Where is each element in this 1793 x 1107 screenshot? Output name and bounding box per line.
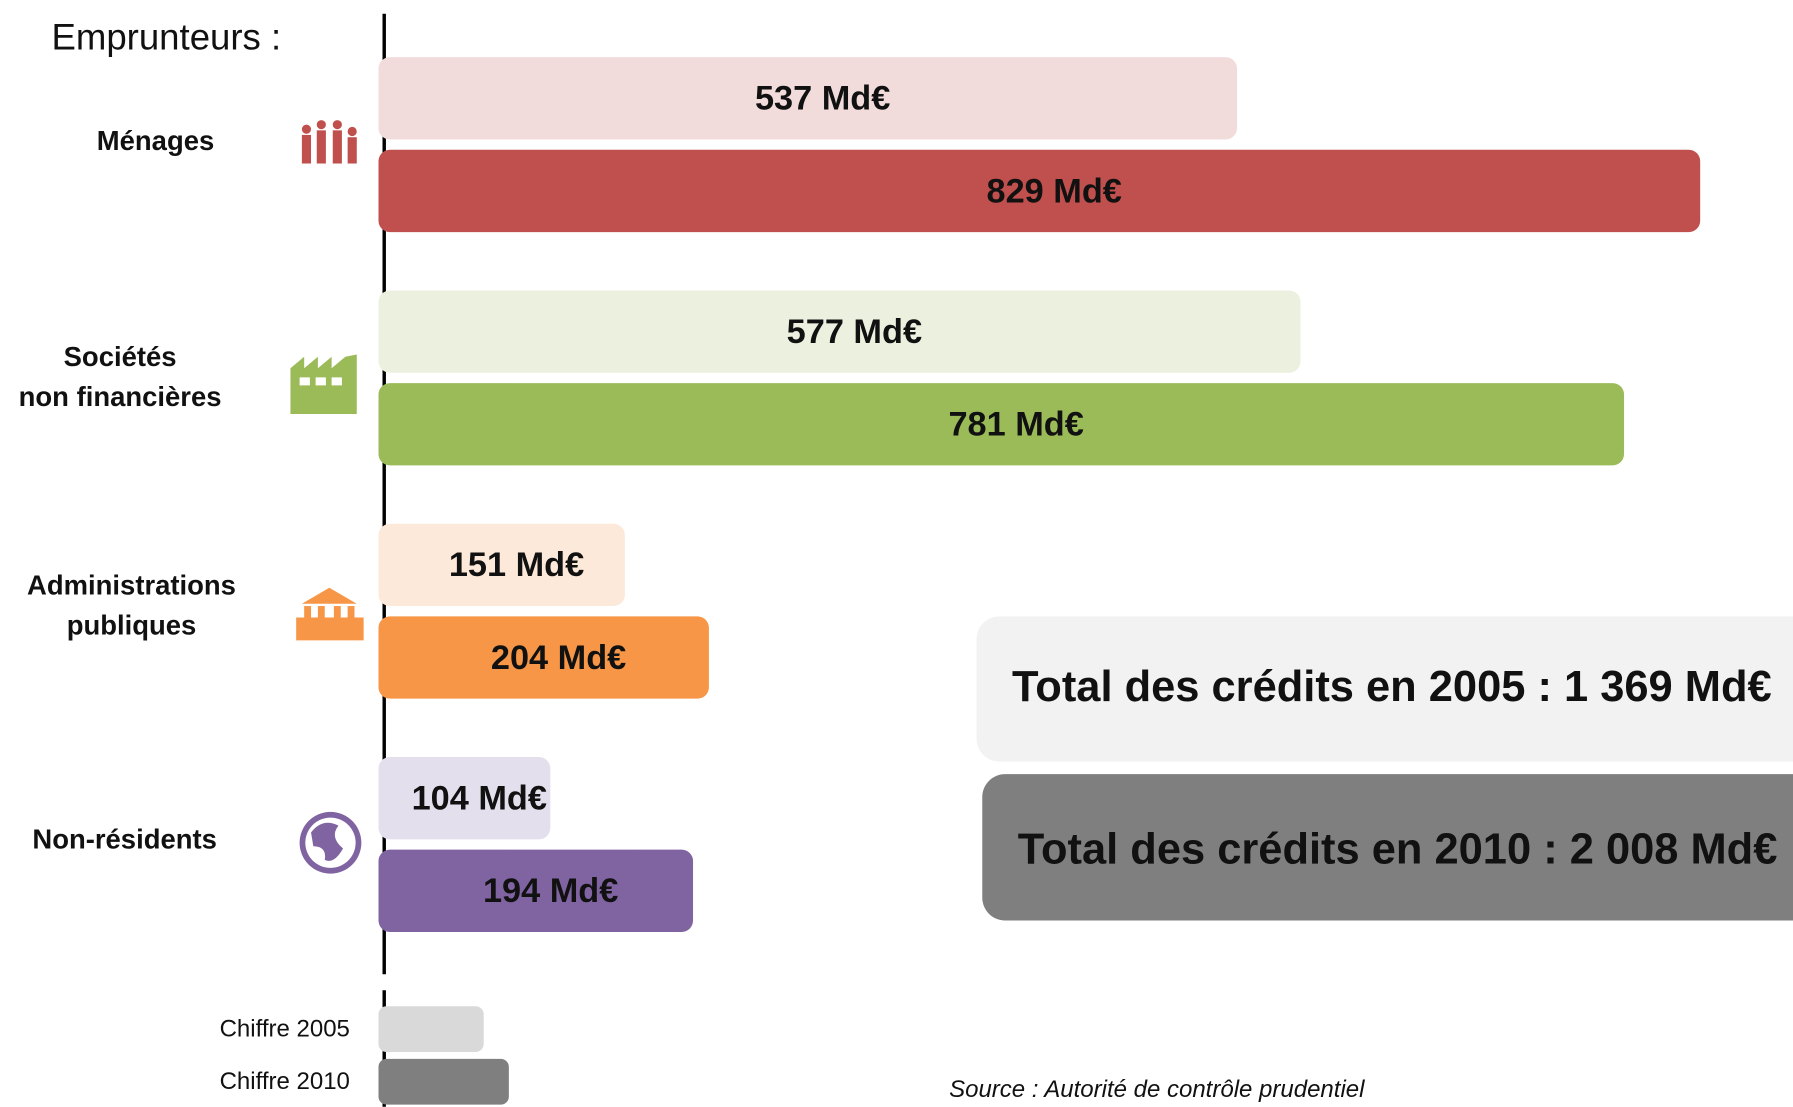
bar [378, 383, 1625, 466]
total-box-2010 [982, 774, 1793, 921]
bar [378, 149, 1701, 233]
icon-globe [299, 811, 362, 874]
category-label: Sociétés non financières [18, 341, 222, 413]
bar [378, 57, 1238, 140]
legend-swatch [378, 1058, 509, 1105]
legend-label: Chiffre 2005 [220, 1016, 350, 1043]
bar [378, 849, 694, 932]
bar [378, 756, 551, 840]
total-box-2005 [976, 616, 1793, 762]
icon-building [296, 587, 364, 641]
category-label: Ménages [96, 125, 215, 157]
bar [378, 290, 1301, 373]
header: Emprunteurs : [51, 17, 281, 58]
category-label: Administrations publiques [27, 570, 236, 642]
icon-factory [290, 354, 357, 414]
annotation: Total des crédits en 2005 : 1 369 Md€ [1012, 663, 1772, 711]
value-label: 829 Md€ [987, 172, 1122, 210]
legend-label: Chiffre 2010 [220, 1068, 350, 1095]
icon-family [301, 120, 357, 164]
source: Source : Autorité de contrôle prudentiel [949, 1076, 1365, 1103]
value-label: 151 Md€ [449, 546, 584, 584]
legend-swatch [378, 1006, 484, 1053]
value-label: 781 Md€ [948, 406, 1083, 444]
bar [378, 523, 625, 607]
value-label: 204 Md€ [491, 639, 626, 677]
bar [378, 616, 709, 699]
category-label: Non-résidents [32, 823, 217, 855]
value-label: 537 Md€ [755, 80, 890, 118]
value-label: 577 Md€ [787, 313, 922, 351]
annotation: Total des crédits en 2010 : 2 008 Md€ [1018, 825, 1778, 873]
value-label: 194 Md€ [483, 872, 618, 910]
value-label: 104 Md€ [412, 780, 547, 818]
